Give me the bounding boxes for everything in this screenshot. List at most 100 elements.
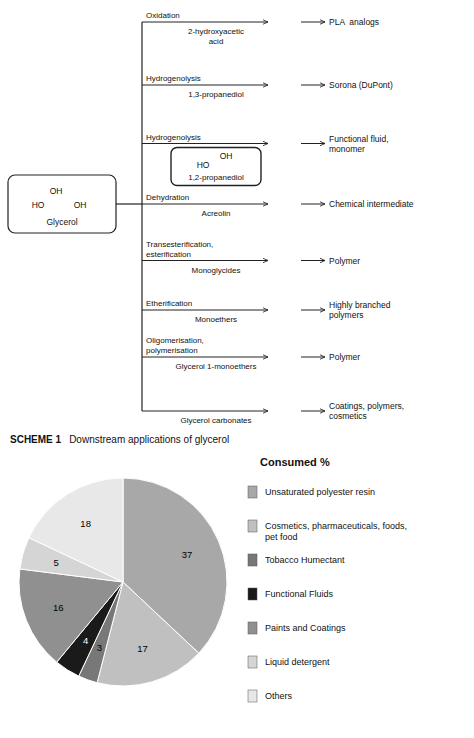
product-label: Glycerol 1-monoethers [176,362,257,371]
scheme-row: Hydrogenolysis1,3-propanediolSorona (DuP… [142,74,393,99]
text-line: Unsaturated polyester resin [265,487,375,497]
product-label: Glycerol carbonates [180,416,251,425]
product-label: Monoethers [195,315,237,324]
text-line: Etherification [146,299,192,308]
product-label: 1,2-propanediol [188,173,244,182]
result-label: Functional fluid,monomer [329,134,389,154]
result-arrow [301,204,325,205]
background [0,0,474,738]
result-arrow [301,85,325,86]
pie [19,478,227,686]
result-label: Sorona (DuPont) [329,80,393,90]
legend-entry: Unsaturated polyester resin [265,487,375,497]
legend-entry: Others [265,691,293,701]
text-line: Tobacco Humectant [265,555,345,565]
text-line: Glycerol 1-monoethers [176,362,257,371]
reaction-arrow [142,85,268,86]
scheme-row: HydrogenolysisOHHO1,2-propanediolFunctio… [142,133,389,186]
legend-swatch [248,588,257,600]
result-label: Chemical intermediate [329,199,414,209]
pie-slice [19,569,123,662]
text-line: Chemical intermediate [329,199,414,209]
data-label: 37 [182,549,193,560]
reaction-label: Hydrogenolysis [146,74,201,83]
text-line: Monoglycides [192,266,241,275]
text-line: 1,2-propanediol [188,173,244,182]
text-line: Hydrogenolysis [146,74,201,83]
text-line: esterification [146,250,191,259]
legend-swatch [248,520,257,532]
scheme-caption: SCHEME 1Downstream applications of glyce… [10,434,229,445]
result-arrow [301,357,325,358]
text-line: Coatings, polymers, [329,401,404,411]
glycerol-box: OH HO OH Glycerol [8,175,116,233]
text-line: Cosmetics, pharmaceuticals, foods, [265,521,407,531]
legend-swatch [248,486,257,498]
text-line: Dehydration [146,193,189,202]
glycerol-group: HO [32,200,45,210]
legend-swatch [248,554,257,566]
reaction-label: Hydrogenolysis [146,133,201,142]
reaction-label: Transesterification,esterification [146,240,213,259]
data-label: 18 [80,518,91,529]
text-line: Polymer [329,256,360,266]
scheme-row: Dehydration Acreolin Chemical intermediate [142,193,414,218]
text-line: Polymer [329,352,360,362]
result-arrow [301,143,325,144]
scheme-row: Glycerol carbonates Coatings, polymers,co… [142,401,404,425]
reaction-arrow [142,204,268,205]
text-line: Oxidation [146,11,180,20]
text-line: Others [265,691,293,701]
data-labels: 37 17 34 16 5 18 [53,518,192,655]
data-label: 4 [83,635,88,646]
legend-entry: Functional Fluids [265,589,334,599]
result-arrow [301,260,325,261]
data-label: 17 [137,643,148,654]
glycerol-group: OH [74,200,87,210]
legend-entry: Liquid detergent [265,657,330,667]
result-label: Coatings, polymers,cosmetics [329,401,404,421]
text-line: acid [209,37,224,46]
text-line: 2-hydroxyacetic [188,27,244,36]
reaction-arrow [142,411,268,412]
product-label: 2-hydroxyaceticacid [188,27,244,46]
legend-title: Consumed % [260,456,330,468]
reaction-arrow [142,260,268,261]
result-label: Highly branchedpolymers [329,300,391,320]
text-line: polymers [329,310,363,320]
text-line: Monoethers [195,315,237,324]
glycerol-group: OH [50,186,63,196]
reaction-arrow [142,310,268,311]
legend-swatch [248,622,257,634]
scheme-spine [141,22,142,411]
data-label: 16 [53,602,64,613]
text-line: Acreolin [202,209,231,218]
reaction-label: Etherification [146,299,192,308]
legend: Consumed % Unsaturated polyester resin Cos… [248,456,407,702]
result-arrow [301,22,325,23]
scheme-row: Oxidation 2-hydroxyaceticacid PLA analogs [142,11,379,46]
text-line: monomer [329,144,365,154]
reaction-label: Dehydration [146,193,189,202]
legend-swatch [248,656,257,668]
result-label: PLA analogs [329,17,379,27]
legend-entry: Cosmetics, pharmaceuticals, foods,pet fo… [265,521,407,542]
result-arrow [301,310,325,311]
legend-entry: Paints and Coatings [265,623,346,633]
reaction-label: Oxidation [146,11,180,20]
text-line: Oligomerisation, [146,336,204,345]
glycerol-frame [8,175,116,233]
text-line: Paints and Coatings [265,623,346,633]
result-label: Polymer [329,256,360,266]
glycerol-name: Glycerol [46,217,77,227]
title: SCHEME 1 [10,434,62,445]
text-line: PLA analogs [329,17,379,27]
text-line: Glycerol carbonates [180,416,251,425]
structure-group: OH [220,151,233,161]
data-label: 5 [53,557,58,568]
scheme-row: Oligomerisation,polymerisationGlycerol 1… [142,336,360,371]
data-label: 3 [97,642,102,653]
reaction-arrow [142,357,268,358]
text-line: cosmetics [329,411,367,421]
scheme: OH HO OH Glycerol Oxidation 2-hydroxyaceticac… [8,11,414,445]
